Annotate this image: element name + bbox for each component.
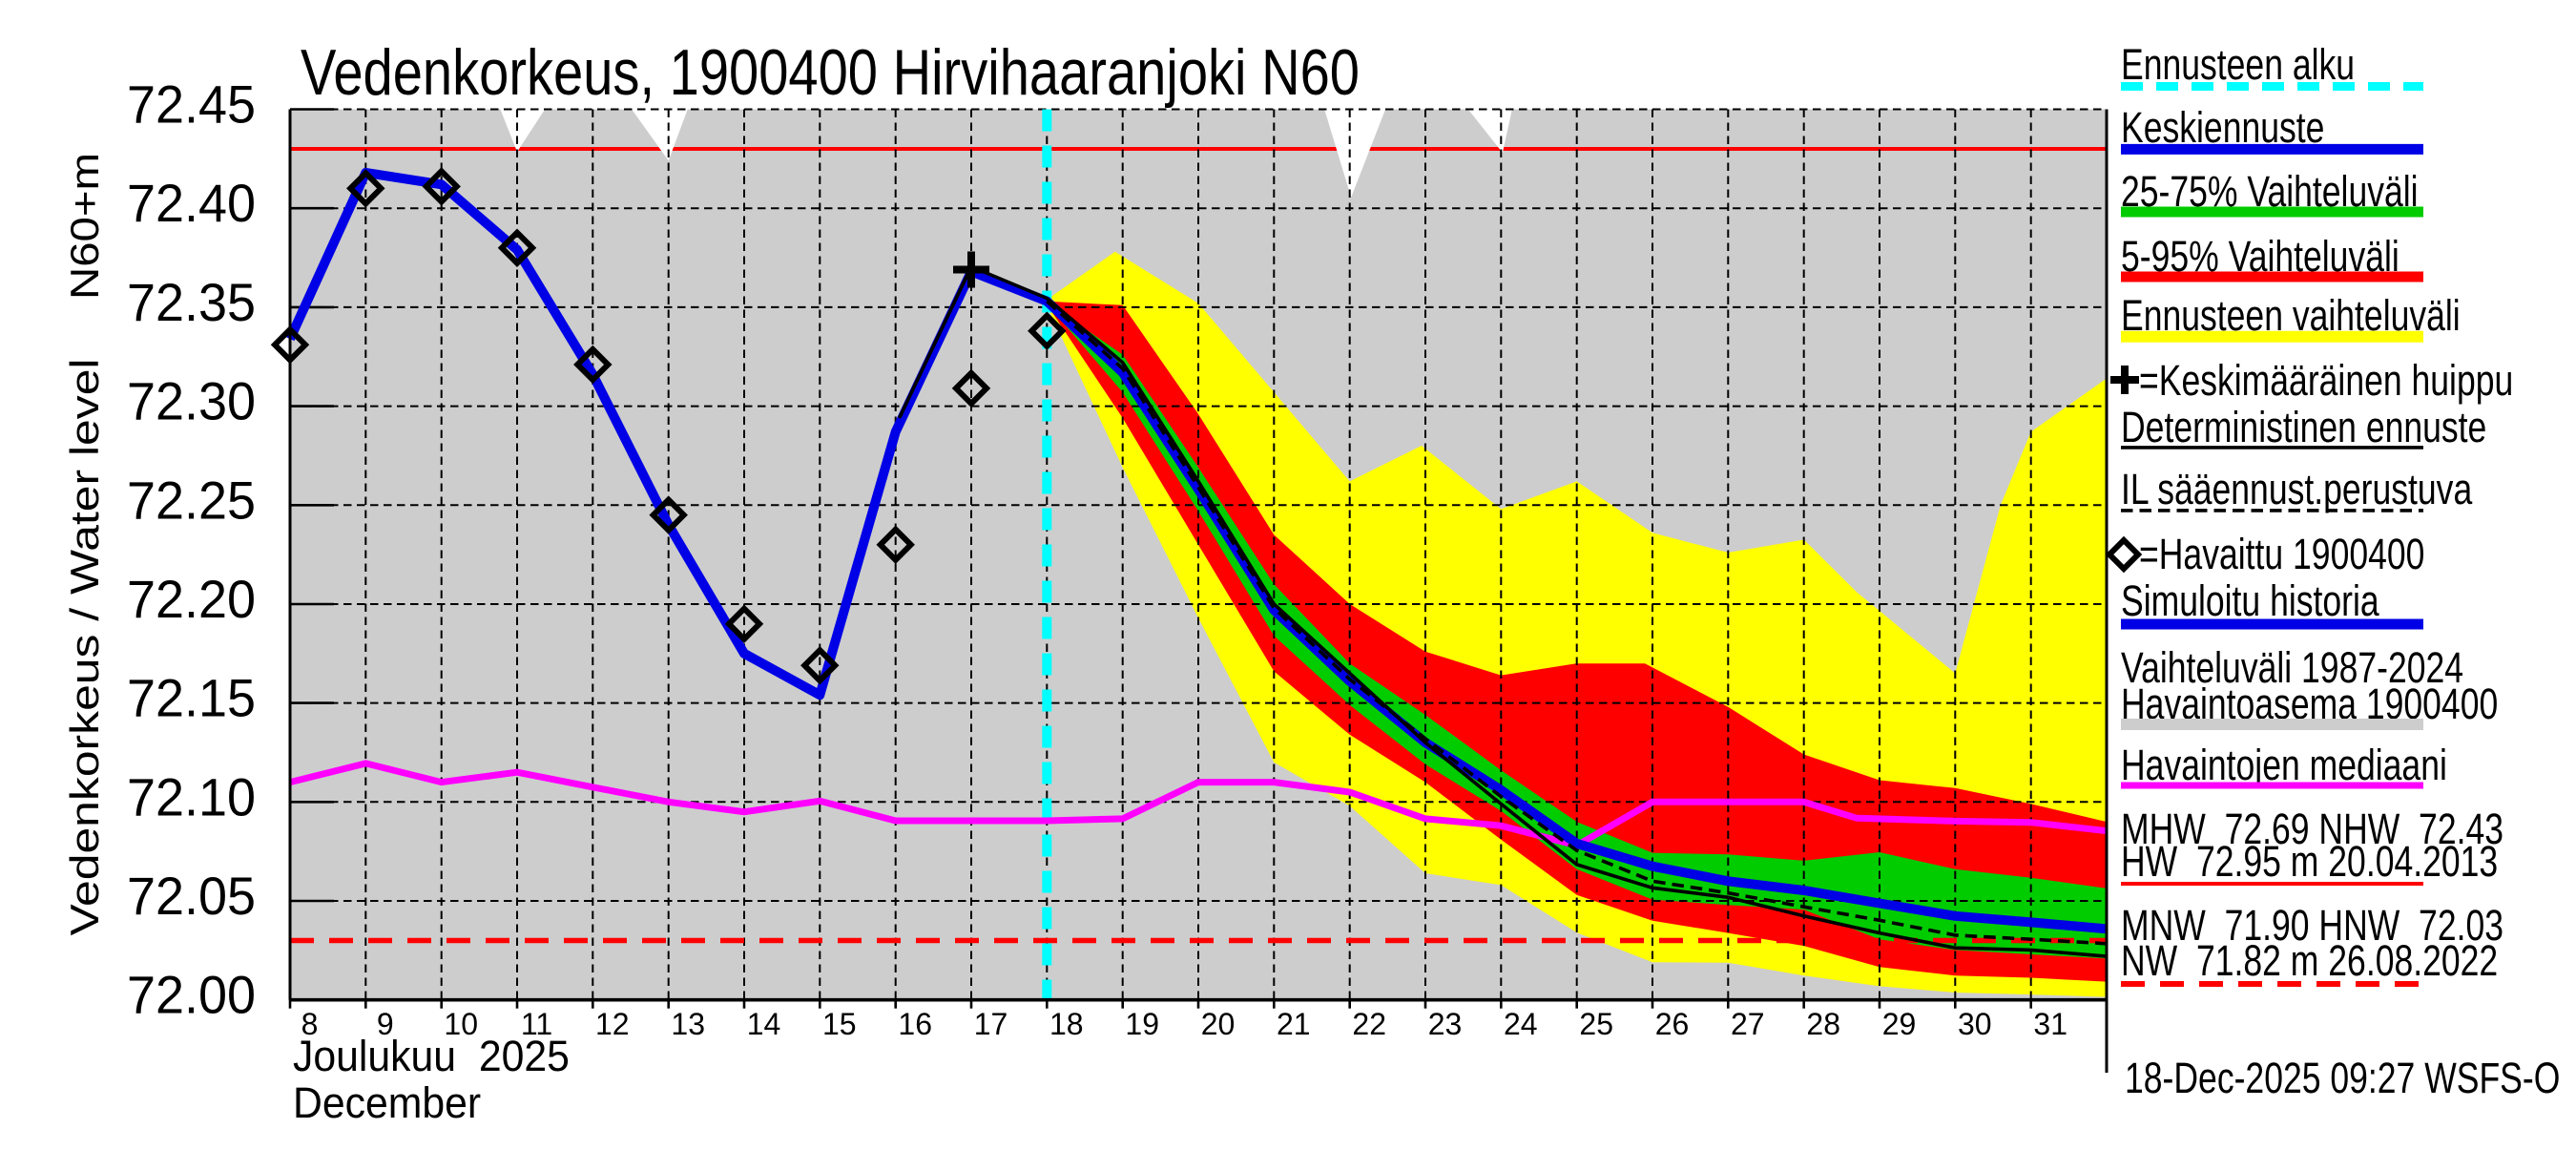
svg-text:21: 21 [1277, 1007, 1311, 1041]
svg-text:72.05: 72.05 [127, 866, 256, 926]
svg-text:Joulukuu 2025: Joulukuu 2025 [293, 1033, 570, 1080]
svg-text:72.10: 72.10 [127, 766, 256, 826]
svg-text:72.45: 72.45 [127, 74, 256, 135]
svg-text:=Keskimääräinen huippu: =Keskimääräinen huippu [2139, 356, 2513, 405]
svg-text:18: 18 [1049, 1007, 1084, 1041]
svg-text:IL sääennust.perustuva: IL sääennust.perustuva [2121, 465, 2473, 513]
svg-text:31: 31 [2033, 1007, 2067, 1041]
svg-text:=Havaittu 1900400: =Havaittu 1900400 [2139, 530, 2424, 578]
svg-text:26: 26 [1655, 1007, 1690, 1041]
svg-text:16: 16 [898, 1007, 932, 1041]
svg-text:December: December [293, 1079, 481, 1127]
svg-text:20: 20 [1201, 1007, 1236, 1041]
svg-text:19: 19 [1125, 1007, 1159, 1041]
svg-text:24: 24 [1504, 1007, 1538, 1041]
svg-text:72.00: 72.00 [127, 965, 256, 1025]
svg-text:MNW 71.90 HNW 72.03: MNW 71.90 HNW 72.03 [2121, 901, 2503, 950]
svg-text:Vedenkorkeus / Water level: Vedenkorkeus / Water level [62, 359, 107, 936]
svg-text:72.30: 72.30 [127, 371, 256, 431]
svg-text:15: 15 [822, 1007, 857, 1041]
svg-text:72.20: 72.20 [127, 569, 256, 629]
svg-text:Simuloitu historia: Simuloitu historia [2121, 576, 2379, 625]
svg-text:13: 13 [671, 1007, 705, 1041]
svg-text:MHW 72.69 NHW 72.43: MHW 72.69 NHW 72.43 [2121, 805, 2503, 853]
svg-text:72.15: 72.15 [127, 668, 256, 728]
svg-text:28: 28 [1806, 1007, 1840, 1041]
svg-text:72.40: 72.40 [127, 173, 256, 233]
svg-text:17: 17 [974, 1007, 1008, 1041]
svg-text:Deterministinen ennuste: Deterministinen ennuste [2121, 403, 2486, 451]
svg-text:Vaihteluväli 1987-2024: Vaihteluväli 1987-2024 [2121, 643, 2463, 692]
svg-text:23: 23 [1428, 1007, 1463, 1041]
svg-text:8: 8 [301, 1007, 319, 1041]
svg-text:10: 10 [444, 1007, 478, 1041]
svg-text:14: 14 [747, 1007, 781, 1041]
svg-text:Havaintojen mediaani: Havaintojen mediaani [2121, 741, 2447, 789]
svg-text:29: 29 [1882, 1007, 1917, 1041]
svg-text:Keskiennuste: Keskiennuste [2121, 103, 2324, 152]
svg-text:N60+m: N60+m [62, 153, 107, 300]
svg-text:NW 71.82 m 26.08.2022: NW 71.82 m 26.08.2022 [2121, 936, 2498, 985]
svg-text:Vedenkorkeus, 1900400 Hirvihaa: Vedenkorkeus, 1900400 Hirvihaaranjoki N6… [301, 36, 1360, 109]
svg-text:HW 72.95 m 20.04.2013: HW 72.95 m 20.04.2013 [2121, 837, 2498, 886]
svg-text:27: 27 [1731, 1007, 1765, 1041]
svg-text:72.35: 72.35 [127, 272, 256, 332]
svg-text:12: 12 [595, 1007, 630, 1041]
svg-text:22: 22 [1352, 1007, 1386, 1041]
svg-text:9: 9 [377, 1007, 394, 1041]
svg-text:11: 11 [521, 1007, 552, 1041]
svg-text:25: 25 [1579, 1007, 1613, 1041]
svg-text:18-Dec-2025 09:27 WSFS-O: 18-Dec-2025 09:27 WSFS-O [2125, 1054, 2560, 1102]
svg-text:72.25: 72.25 [127, 470, 256, 530]
svg-text:30: 30 [1958, 1007, 1992, 1041]
svg-text:Ennusteen alku: Ennusteen alku [2121, 40, 2355, 89]
